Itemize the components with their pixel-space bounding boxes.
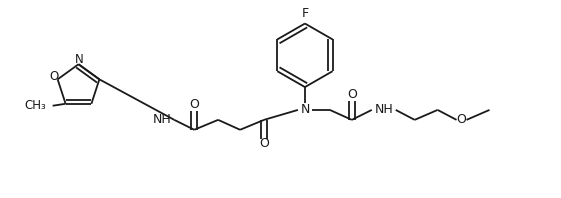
Text: O: O	[49, 70, 58, 83]
Text: O: O	[457, 113, 467, 126]
Text: N: N	[75, 53, 84, 66]
Text: N: N	[300, 103, 310, 116]
Text: NH: NH	[153, 113, 172, 126]
Text: O: O	[347, 88, 357, 101]
Text: NH: NH	[374, 103, 393, 116]
Text: CH₃: CH₃	[24, 99, 45, 112]
Text: F: F	[301, 7, 309, 20]
Text: O: O	[259, 137, 269, 150]
Text: O: O	[189, 98, 199, 111]
